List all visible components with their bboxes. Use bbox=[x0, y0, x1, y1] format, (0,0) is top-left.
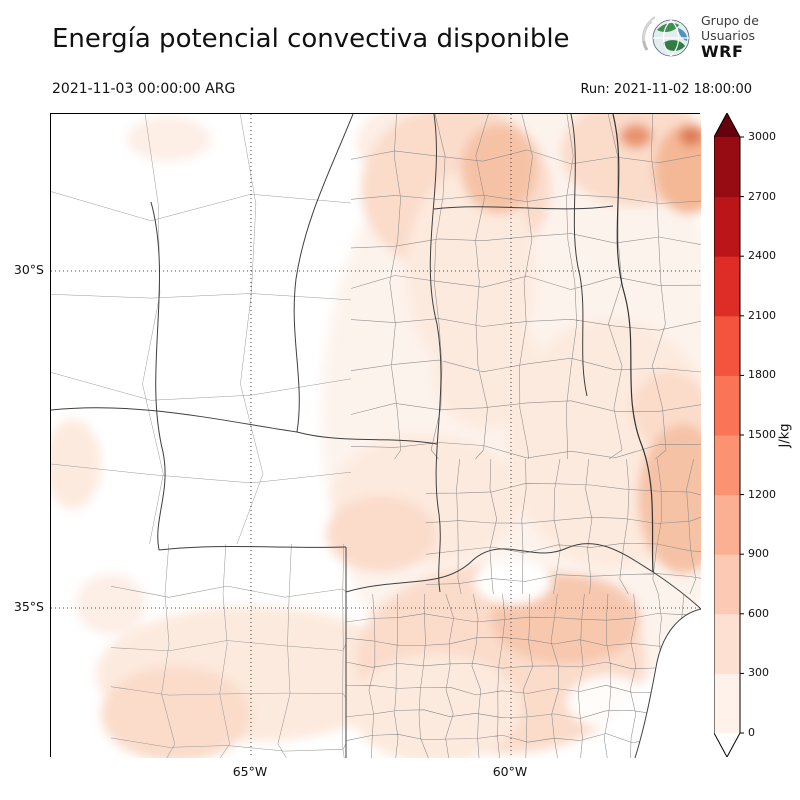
colorbar-tick-label: 2400 bbox=[748, 249, 776, 263]
colorbar-tick-label: 2700 bbox=[748, 189, 776, 203]
logo-line-2: Usuarios bbox=[701, 27, 756, 43]
colorbar-unit-text: J/kg bbox=[777, 423, 793, 447]
cape-map-canvas bbox=[51, 114, 701, 758]
colorbar-tick-label: 300 bbox=[748, 666, 769, 680]
lat-tick-35s: 35°S bbox=[13, 599, 44, 614]
map-plot-area bbox=[50, 113, 701, 758]
colorbar-tickmarks bbox=[740, 136, 744, 734]
colorbar-unit-label: J/kg bbox=[774, 113, 796, 757]
colorbar-under-arrow bbox=[714, 733, 740, 757]
lon-tick-65w: 65°W bbox=[232, 764, 268, 779]
ocean-layer bbox=[634, 608, 701, 758]
colorbar bbox=[713, 111, 746, 761]
wrf-logo: Grupo de Usuarios WRF bbox=[642, 12, 759, 64]
colorbar-segments bbox=[714, 137, 740, 734]
colorbar-tick-label: 600 bbox=[748, 606, 769, 620]
valid-time-label: 2021-11-03 00:00:00 ARG bbox=[52, 81, 236, 97]
logo-line-wrf: WRF bbox=[701, 42, 744, 62]
province-boundaries-layer bbox=[51, 114, 701, 758]
colorbar-tick-label: 2100 bbox=[748, 308, 776, 322]
colorbar-tick-label: 1200 bbox=[748, 487, 776, 501]
colorbar-tick-label: 1500 bbox=[748, 428, 776, 441]
logo-line-1: Grupo de bbox=[701, 12, 759, 28]
cape-shading-layer bbox=[51, 114, 701, 758]
globe-icon bbox=[642, 15, 690, 57]
page-title: Energía potencial convectiva disponible bbox=[52, 24, 570, 54]
department-boundaries-layer bbox=[51, 114, 701, 758]
lat-tick-30s: 30°S bbox=[13, 262, 44, 277]
colorbar-over-arrow bbox=[714, 113, 740, 137]
colorbar-tick-label: 1800 bbox=[748, 368, 776, 382]
colorbar-tick-label: 0 bbox=[748, 726, 755, 739]
lon-tick-60w: 60°W bbox=[492, 764, 528, 779]
run-time-label: Run: 2021-11-02 18:00:00 bbox=[580, 82, 752, 97]
colorbar-tick-label: 900 bbox=[748, 547, 769, 561]
colorbar-tick-label: 3000 bbox=[748, 130, 776, 143]
logo-text: Grupo de Usuarios WRF bbox=[701, 12, 759, 62]
graticule-layer bbox=[51, 114, 701, 758]
